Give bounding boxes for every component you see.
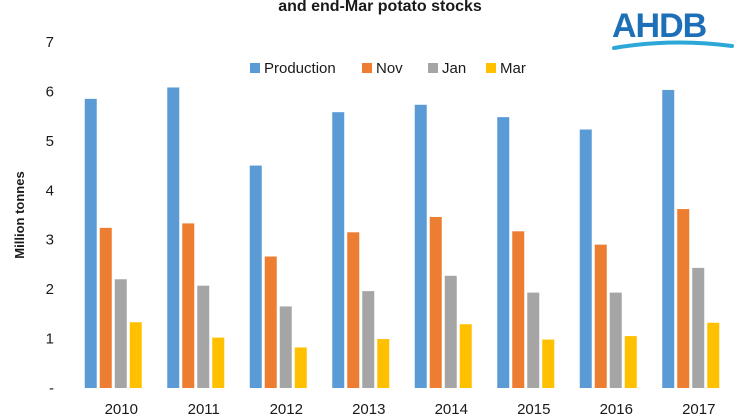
x-tick-label: 2013: [352, 401, 385, 418]
bar-production-2015: [497, 117, 510, 388]
bar-mar-2011: [212, 337, 225, 388]
legend-swatch-jan: [428, 63, 438, 73]
logo-swoosh: [612, 40, 734, 50]
bar-mar-2015: [542, 339, 555, 388]
x-tick-label: 2014: [435, 401, 468, 418]
y-tick-label: 1: [46, 331, 54, 348]
y-tick-label: 6: [46, 83, 54, 100]
bar-jan-2010: [114, 279, 127, 388]
bar-mar-2013: [377, 339, 390, 388]
x-tick-label: 2015: [517, 401, 550, 418]
bar-nov-2014: [429, 216, 442, 388]
x-axis: 2010 2011 2012 2013 2014 2015 2016 2017: [105, 401, 716, 418]
bar-production-2013: [332, 112, 345, 388]
legend-swatch-production: [250, 63, 260, 73]
ahdb-logo: AHDB: [612, 8, 734, 56]
bar-nov-2017: [677, 209, 690, 388]
legend-label-nov: Nov: [376, 60, 403, 77]
bar-production-2017: [662, 89, 675, 389]
bar-production-2012: [249, 165, 262, 388]
y-axis: - 1 2 3 4 5 6 7: [46, 34, 54, 397]
bar-jan-2012: [279, 306, 292, 388]
bar-nov-2015: [512, 231, 525, 388]
x-tick-label: 2011: [188, 401, 220, 418]
legend-swatch-mar: [486, 63, 496, 73]
bar-nov-2012: [264, 256, 277, 388]
bar-jan-2013: [362, 291, 375, 388]
bar-production-2016: [579, 129, 592, 388]
legend-label-mar: Mar: [500, 60, 526, 77]
bar-nov-2010: [99, 227, 112, 388]
bars: [84, 87, 720, 389]
x-tick-label: 2012: [270, 401, 303, 418]
logo-text: AHDB: [612, 7, 707, 45]
bar-jan-2011: [197, 285, 210, 388]
y-tick-label: 7: [46, 34, 54, 51]
bar-production-2014: [414, 104, 427, 388]
bar-mar-2010: [129, 322, 142, 388]
bar-jan-2014: [444, 275, 457, 388]
bar-mar-2017: [707, 322, 720, 388]
legend-swatch-nov: [362, 63, 372, 73]
x-tick-label: 2016: [600, 401, 633, 418]
chart-title: and end-Mar potato stocks: [278, 0, 482, 15]
legend-label-jan: Jan: [442, 60, 466, 77]
legend-label-production: Production: [264, 60, 336, 77]
bar-jan-2017: [692, 267, 705, 388]
bar-mar-2014: [459, 324, 472, 388]
x-tick-label: 2010: [105, 401, 138, 418]
y-tick-label: 2: [46, 281, 54, 298]
bar-nov-2016: [594, 244, 607, 388]
x-tick-label: 2017: [682, 401, 715, 418]
y-tick-label: -: [49, 380, 54, 397]
bar-jan-2016: [609, 292, 622, 388]
y-tick-label: 5: [46, 133, 54, 150]
bar-production-2010: [84, 98, 97, 388]
legend: Production Nov Jan Mar: [250, 60, 526, 77]
y-tick-label: 3: [46, 232, 54, 249]
bar-nov-2013: [347, 232, 360, 388]
bar-mar-2012: [294, 347, 307, 388]
bar-nov-2011: [182, 223, 195, 388]
y-axis-label: Million tonnes: [12, 171, 27, 258]
bar-jan-2015: [527, 292, 540, 388]
bar-production-2011: [167, 87, 180, 388]
y-tick-label: 4: [46, 182, 54, 199]
bar-mar-2016: [624, 336, 637, 388]
